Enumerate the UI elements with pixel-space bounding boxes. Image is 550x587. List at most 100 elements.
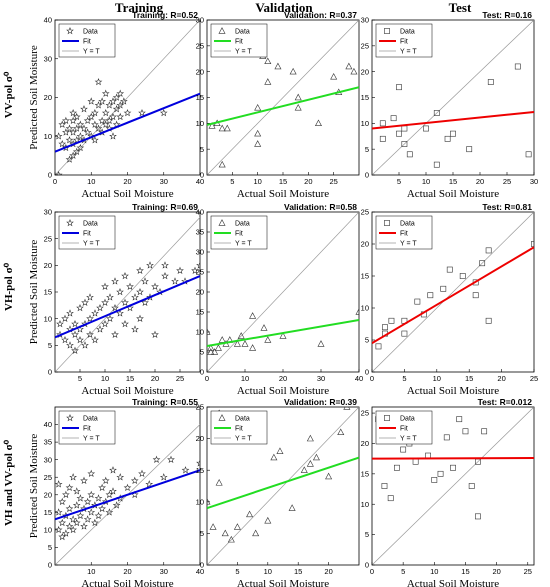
x-tick-label: 40 bbox=[355, 374, 363, 383]
legend-identity-label: Y = T bbox=[235, 49, 252, 56]
data-point bbox=[138, 469, 146, 477]
legend-data-label: Data bbox=[235, 221, 250, 228]
data-point bbox=[456, 416, 463, 423]
data-point bbox=[61, 335, 69, 344]
data-point bbox=[207, 344, 215, 351]
data-point bbox=[241, 340, 249, 347]
legend-data-marker bbox=[66, 218, 74, 227]
data-point bbox=[72, 518, 81, 527]
legend-fit-label: Fit bbox=[83, 231, 91, 238]
y-tick-label: 10 bbox=[361, 304, 369, 313]
x-tick-label: 5 bbox=[230, 177, 234, 186]
y-tick-label: 0 bbox=[200, 171, 204, 180]
data-point bbox=[274, 62, 282, 70]
data-point bbox=[91, 335, 99, 344]
legend-data-label: Data bbox=[400, 29, 415, 36]
data-point bbox=[151, 330, 159, 338]
x-tick-label: 5 bbox=[78, 374, 82, 383]
fit-line bbox=[55, 275, 200, 339]
y-tick-label: 0 bbox=[365, 171, 369, 180]
data-point bbox=[81, 341, 89, 349]
legend-data-label: Data bbox=[235, 29, 250, 36]
data-point bbox=[121, 319, 129, 328]
data-point bbox=[136, 266, 144, 274]
data-point bbox=[388, 317, 395, 324]
plot-title: Test: R=0.012 bbox=[478, 397, 533, 407]
legend-identity-label: Y = T bbox=[83, 436, 100, 443]
data-point bbox=[101, 120, 110, 128]
x-tick-label: 30 bbox=[160, 567, 168, 576]
data-point bbox=[61, 314, 69, 322]
data-point bbox=[58, 497, 67, 506]
y-axis-label: Predicted Soil Moisture bbox=[28, 240, 40, 345]
y-tick-label: 20 bbox=[44, 490, 52, 499]
y-tick-label: 40 bbox=[44, 420, 52, 429]
data-point bbox=[279, 332, 287, 339]
data-point bbox=[101, 89, 110, 97]
data-point bbox=[98, 97, 106, 105]
data-point bbox=[306, 434, 314, 442]
data-point bbox=[387, 495, 394, 502]
y-tick-label: 0 bbox=[48, 561, 52, 570]
legend-fit-label: Fit bbox=[400, 426, 408, 433]
data-point bbox=[466, 146, 473, 153]
y-axis-label: Predicted Soil Moisture bbox=[28, 434, 40, 539]
data-point bbox=[294, 103, 302, 111]
data-point bbox=[525, 151, 532, 158]
x-tick-label: 10 bbox=[241, 374, 249, 383]
data-point bbox=[414, 298, 421, 305]
data-point bbox=[138, 108, 146, 117]
x-tick-label: 20 bbox=[492, 567, 500, 576]
data-point bbox=[116, 473, 125, 481]
data-point bbox=[218, 160, 226, 168]
x-tick-label: 15 bbox=[461, 567, 469, 576]
data-point bbox=[207, 348, 215, 355]
data-point bbox=[475, 513, 481, 520]
identity-line bbox=[372, 20, 534, 175]
fit-line bbox=[372, 246, 534, 345]
fit-line bbox=[372, 457, 534, 460]
panel-8: Test: R=0.012 0 5 10 15 20 25 0 5 10 15 20 25 Data Fit… bbox=[361, 397, 535, 587]
data-point bbox=[312, 453, 320, 461]
data-point bbox=[167, 455, 175, 463]
data-point bbox=[171, 277, 179, 285]
data-point bbox=[58, 139, 67, 148]
x-tick-label: 5 bbox=[401, 567, 405, 576]
y-tick-label: 20 bbox=[361, 67, 369, 76]
data-point bbox=[379, 120, 386, 127]
legend-fit-label: Fit bbox=[400, 231, 408, 238]
data-point bbox=[345, 62, 353, 70]
legend-data-label: Data bbox=[400, 416, 415, 423]
legend-data-marker bbox=[384, 28, 390, 34]
x-axis-label: Actual Soil Moisture bbox=[407, 188, 499, 200]
y-tick-label: 25 bbox=[196, 41, 204, 50]
y-tick-label: 30 bbox=[361, 16, 369, 25]
data-point bbox=[427, 292, 434, 299]
fit-line bbox=[207, 456, 359, 510]
data-point bbox=[325, 472, 333, 480]
legend-identity-label: Y = T bbox=[83, 49, 100, 56]
y-tick-label: 20 bbox=[44, 261, 52, 270]
panel-1: Validation: R=0.37 5 10 15 20 25 0 5 10 15 20 25 30 D… bbox=[196, 10, 360, 200]
x-tick-label: 20 bbox=[497, 374, 505, 383]
data-point bbox=[260, 324, 268, 331]
data-points bbox=[375, 241, 534, 350]
legend: Data Fit Y = T bbox=[210, 23, 268, 58]
data-point bbox=[76, 494, 85, 502]
data-point bbox=[72, 501, 81, 509]
legend-fit-label: Fit bbox=[83, 39, 91, 46]
data-point bbox=[62, 116, 70, 125]
y-tick-label: 15 bbox=[196, 93, 204, 102]
data-point bbox=[96, 303, 104, 312]
data-point bbox=[62, 490, 70, 499]
data-point bbox=[196, 261, 200, 269]
data-point bbox=[221, 529, 229, 537]
y-tick-label: 15 bbox=[361, 272, 369, 281]
y-tick-label: 5 bbox=[365, 145, 369, 154]
legend: Data Fit Y = T bbox=[375, 410, 433, 445]
legend-data-label: Data bbox=[83, 416, 98, 423]
y-tick-label: 10 bbox=[196, 328, 204, 337]
x-tick-label: 25 bbox=[176, 374, 184, 383]
data-point bbox=[485, 247, 492, 254]
